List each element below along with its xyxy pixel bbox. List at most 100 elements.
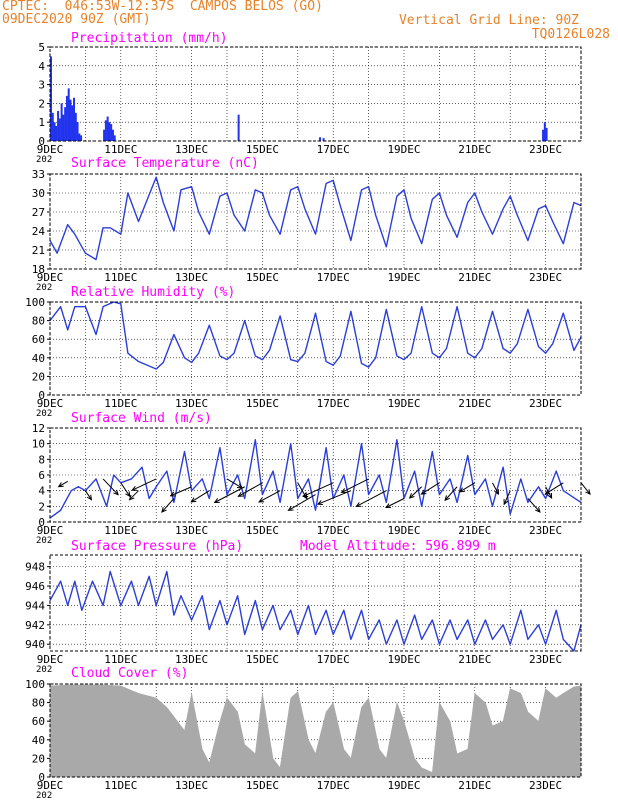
wind-arrow-head <box>535 507 541 513</box>
wind-arrow <box>527 498 541 513</box>
y-tick-label: 0 <box>38 389 45 402</box>
precip-bar <box>64 107 67 141</box>
y-tick-label: 0 <box>38 516 45 529</box>
x-tick-label: 11DEC <box>104 524 137 537</box>
wind-arrow <box>385 498 405 508</box>
wind-arrow <box>258 490 281 503</box>
precip-bar <box>71 105 74 141</box>
precip-bar <box>55 125 58 141</box>
precip-bar <box>62 114 65 141</box>
wind-arrow-head <box>355 502 362 507</box>
x-tick-label: 17DEC <box>317 653 350 666</box>
y-tick-label: 100 <box>25 678 45 691</box>
wind-arrow <box>214 486 245 503</box>
y-tick-label: 5 <box>38 41 45 54</box>
x-tick-label: 11DEC <box>104 271 137 284</box>
y-tick-label: 40 <box>32 734 45 747</box>
x-tick-label: 17DEC <box>317 779 350 792</box>
x-tick-label: 13DEC <box>175 271 208 284</box>
precip-bar <box>543 122 546 141</box>
wind-arrow-head <box>458 487 465 493</box>
wind-arrow <box>131 478 157 491</box>
x-tick-label: 19DEC <box>387 779 420 792</box>
x-tick-label: 17DEC <box>317 397 350 410</box>
y-tick-label: 8 <box>38 453 45 466</box>
wind-arrow-head <box>57 482 64 488</box>
wind-arrow-head <box>544 489 551 495</box>
wind-arrow <box>120 482 131 497</box>
y-tick-label: 100 <box>25 296 45 309</box>
x-tick-label: 23DEC <box>529 524 562 537</box>
wind-arrow-head <box>316 500 323 505</box>
precip-bar <box>50 56 52 141</box>
x-tick-label: 9DEC <box>37 524 64 537</box>
year-label: 202 <box>36 283 52 293</box>
header-location: CPTEC: 046:53W-12:37S CAMPOS BELOS (GO) <box>2 0 323 14</box>
y-tick-label: 30 <box>32 187 45 200</box>
wind-arrow-head <box>503 499 509 506</box>
wind-arrow-head <box>287 505 294 511</box>
y-tick-label: 21 <box>32 244 45 257</box>
wind-arrow-head <box>213 498 220 504</box>
wind-arrow <box>503 490 511 505</box>
wind-arrow <box>421 482 440 495</box>
x-tick-label: 13DEC <box>175 143 208 156</box>
wind-arrow-head <box>494 489 500 496</box>
year-label: 202 <box>36 155 52 165</box>
wind-arrow-head <box>237 491 244 497</box>
precip-bar <box>65 95 68 141</box>
y-tick-label: 944 <box>25 599 45 612</box>
x-tick-label: 15DEC <box>246 271 279 284</box>
x-tick-label: 23DEC <box>529 653 562 666</box>
wind-arrow <box>226 478 243 489</box>
year-label: 202 <box>36 665 52 675</box>
y-tick-label: 4 <box>38 60 45 73</box>
x-tick-label: 19DEC <box>387 524 420 537</box>
precip-bar <box>108 122 111 141</box>
y-tick-label: 948 <box>25 561 45 574</box>
y-tick-label: 4 <box>38 485 45 498</box>
x-tick-label: 15DEC <box>246 524 279 537</box>
x-tick-label: 21DEC <box>458 524 491 537</box>
wind-arrow-head <box>384 503 392 509</box>
precip-bar <box>545 127 548 141</box>
y-tick-label: 2 <box>38 500 45 513</box>
wind-arrow <box>191 490 210 503</box>
x-tick-label: 13DEC <box>175 653 208 666</box>
y-tick-label: 0 <box>38 135 45 148</box>
x-tick-label: 15DEC <box>246 397 279 410</box>
panel-title: Cloud Cover (%) <box>71 666 188 681</box>
panel-frame <box>49 554 582 652</box>
wind-arrow-head <box>125 491 131 498</box>
x-tick-label: 23DEC <box>529 143 562 156</box>
x-tick-label: 9DEC <box>37 779 64 792</box>
wind-arrow <box>492 482 499 495</box>
precip-bar <box>57 110 60 141</box>
x-tick-label: 23DEC <box>529 271 562 284</box>
wind-arrow <box>444 486 458 501</box>
wind-arrow-head <box>302 492 309 497</box>
x-tick-label: 21DEC <box>458 653 491 666</box>
wind-arrow <box>84 490 92 500</box>
precip-bar <box>76 122 79 141</box>
x-tick-label: 15DEC <box>246 779 279 792</box>
wind-arrow <box>238 482 263 497</box>
wind-arrow-head <box>113 489 119 496</box>
y-tick-label: 80 <box>32 697 45 710</box>
precip-bar <box>542 129 545 141</box>
precip-bar <box>237 114 240 141</box>
precip-bar <box>319 137 322 141</box>
x-tick-label: 13DEC <box>175 524 208 537</box>
x-tick-label: 9DEC <box>37 143 64 156</box>
y-tick-label: 6 <box>38 469 45 482</box>
x-tick-label: 11DEC <box>104 397 137 410</box>
year-label: 202 <box>36 536 52 546</box>
wind-arrow-head <box>340 488 347 493</box>
y-tick-label: 940 <box>25 638 45 651</box>
panel-title: Surface Wind (m/s) <box>71 411 212 426</box>
x-tick-label: 9DEC <box>37 653 64 666</box>
series-line <box>49 176 582 261</box>
wind-arrow-head <box>86 494 93 501</box>
wind-arrow <box>129 490 139 501</box>
precip-bar <box>104 120 107 141</box>
